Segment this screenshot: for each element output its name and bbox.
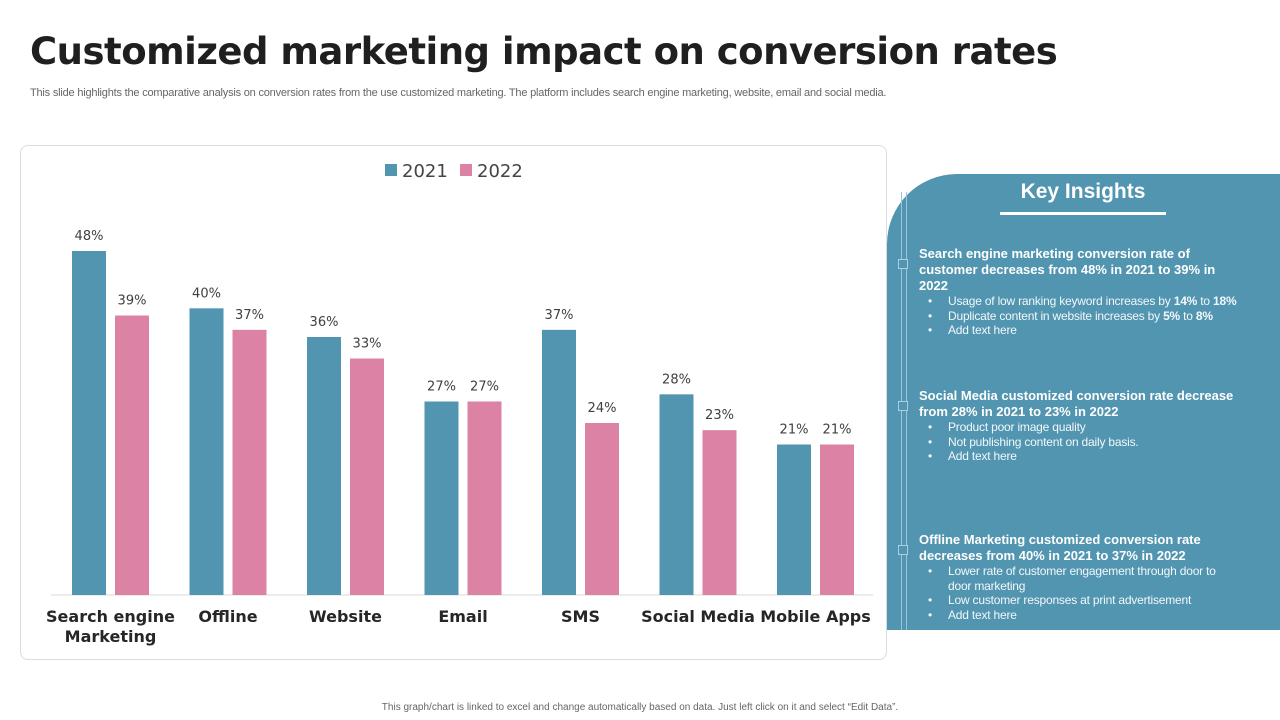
bar-2021 [659,394,694,595]
x-tick-label: SMS [561,607,600,626]
bar-2021 [542,329,576,595]
insight-bullet: Add text here [919,449,1239,464]
page-title: Customized marketing impact on conversio… [30,30,1058,73]
data-label: 21% [823,423,852,438]
bar-2022 [467,401,502,595]
insight-bullet: Product poor image quality [919,420,1239,435]
data-label: 23% [705,408,734,423]
bullet-highlight: 18% [1213,294,1237,308]
bullet-highlight: 8% [1195,308,1213,323]
bar-2022 [350,358,384,595]
bar-2022 [585,423,619,595]
insight-bullet: Not publishing content on daily basis. [919,435,1239,450]
bar-2022 [232,329,267,595]
legend-label-2021: 2021 [402,161,448,182]
x-tick-label: Marketing [65,627,157,646]
bar-2021 [777,444,811,595]
insight-heading: Search engine marketing conversion rate … [919,246,1216,293]
data-label: 37% [545,308,574,323]
chart-card[interactable]: 2021 2022 48% 39% Search engine Marketing 40% 3… [20,145,887,660]
x-tick-label: Offline [198,607,257,626]
legend-swatch-2022 [460,164,472,176]
bar-2022 [115,315,149,595]
data-label: 39% [118,294,147,309]
timeline-line [901,192,902,630]
bar-2021 [72,251,106,595]
data-label: 40% [192,286,221,301]
data-label: 27% [427,380,456,395]
footer-note: This graph/chart is linked to excel and … [381,702,899,713]
insight-item: Search engine marketing conversion rate … [898,246,1239,338]
insight-heading: Social Media customized conversion rate … [919,388,1234,419]
title-underline [1000,212,1166,215]
insight-bullet: Duplicate content in website increases b… [919,309,1239,324]
bullet-text: to [1180,308,1196,323]
insight-item: Offline Marketing customized conversion … [898,532,1239,622]
insight-bullets: Lower rate of customer engagement throug… [919,564,1239,622]
key-insights-panel: Key Insights Search engine marketing con… [887,174,1280,630]
legend-label-2022: 2022 [477,161,523,182]
data-label: 48% [75,229,104,244]
data-label: 24% [588,401,617,416]
timeline-line [906,192,907,630]
insight-bullet: Lower rate of customer engagement throug… [919,564,1239,593]
data-label: 28% [662,372,691,387]
data-label: 27% [470,380,499,395]
data-label: 21% [780,423,809,438]
timeline-marker-icon [898,259,908,269]
bar-2022 [702,430,737,595]
bullet-text: Usage of low ranking keyword increases b… [948,294,1174,308]
insight-bullets: Usage of low ranking keyword increases b… [919,294,1239,338]
page-subtitle: This slide highlights the comparative an… [30,87,887,99]
legend-swatch-2021 [385,164,397,176]
bar-2021 [189,308,224,595]
insight-bullet: Add text here [919,323,1239,338]
insight-bullet: Add text here [919,608,1239,623]
bullet-text: to [1197,294,1214,308]
bar-2021 [307,337,341,595]
x-tick-label: Social Media [641,607,755,626]
key-insights-title: Key Insights [1020,180,1146,203]
bullet-text: Duplicate content in website increases b… [948,308,1164,323]
x-tick-label: Search engine [46,607,175,626]
insight-heading: Offline Marketing customized conversion … [919,532,1201,563]
insight-bullet: Usage of low ranking keyword increases b… [919,294,1239,309]
insight-bullet: Low customer responses at print advertis… [919,593,1239,608]
bullet-highlight: 5% [1163,308,1181,323]
x-tick-label: Mobile Apps [760,607,871,626]
timeline-marker-icon [898,545,908,555]
timeline-marker-icon [898,401,908,411]
bar-2021 [424,401,459,595]
insight-bullets: Product poor image quality Not publishin… [919,420,1239,464]
bullet-highlight: 14% [1173,294,1198,308]
x-tick-label: Email [438,607,487,626]
x-tick-label: Website [309,607,382,626]
data-label: 36% [310,315,339,330]
insight-item: Social Media customized conversion rate … [898,388,1239,464]
data-label: 33% [353,337,382,352]
bar-2022 [820,444,854,595]
data-label: 37% [235,308,264,323]
